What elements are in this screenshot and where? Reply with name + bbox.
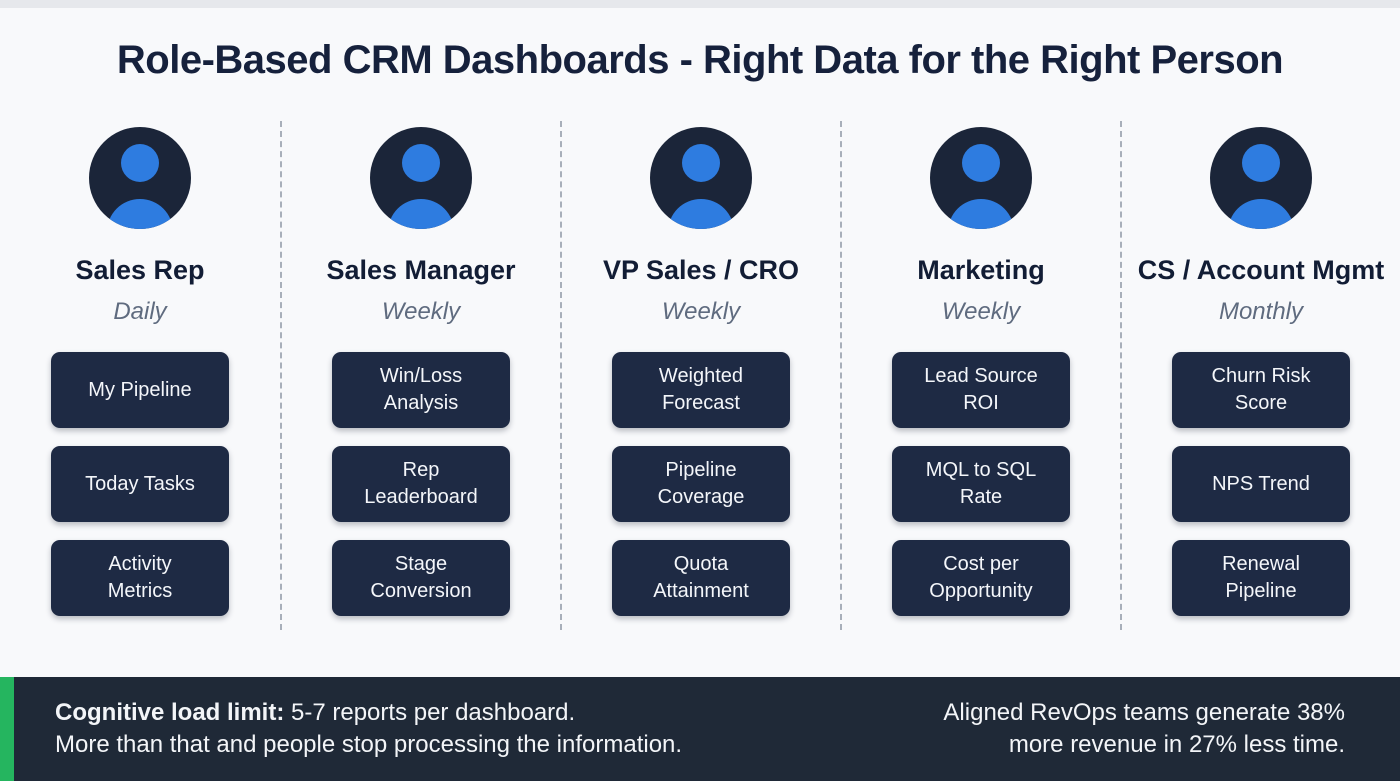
role-name: CS / Account Mgmt [1137, 255, 1385, 285]
report-card: Stage Conversion [332, 540, 510, 616]
footer-stat-line2: more revenue in 27% less time. [1008, 731, 1345, 758]
user-avatar-icon [1210, 127, 1312, 229]
column-vp-sales-cro: VP Sales / CRO Weekly Weighted Forecast … [560, 121, 840, 630]
report-card-list: My Pipeline Today Tasks Activity Metrics [51, 352, 229, 616]
top-strip [0, 0, 1400, 8]
report-card: Lead Source ROI [892, 352, 1070, 428]
avatar-torso [948, 199, 1014, 229]
report-card: Today Tasks [51, 446, 229, 522]
review-frequency: Weekly [381, 298, 461, 325]
review-frequency: Daily [113, 298, 167, 325]
report-card: Win/Loss Analysis [332, 352, 510, 428]
footer-note-cognitive-load: Cognitive load limit: 5-7 reports per da… [55, 697, 682, 761]
review-frequency: Monthly [1218, 298, 1304, 325]
column-sales-rep: Sales Rep Daily My Pipeline Today Tasks … [0, 121, 280, 630]
report-card: Cost per Opportunity [892, 540, 1070, 616]
footer-note-lead: Cognitive load limit: [55, 699, 285, 726]
footer-note-rest: 5-7 reports per dashboard. [284, 699, 576, 726]
avatar-torso [388, 199, 454, 229]
report-card-list: Weighted Forecast Pipeline Coverage Quot… [612, 352, 790, 616]
report-card: NPS Trend [1172, 446, 1350, 522]
footer-bar: Cognitive load limit: 5-7 reports per da… [0, 677, 1400, 781]
avatar-head [121, 144, 159, 182]
column-marketing: Marketing Weekly Lead Source ROI MQL to … [840, 121, 1120, 630]
avatar-torso [1228, 199, 1294, 229]
user-avatar-icon [930, 127, 1032, 229]
column-sales-manager: Sales Manager Weekly Win/Loss Analysis R… [280, 121, 560, 630]
user-avatar-icon [89, 127, 191, 229]
avatar-torso [668, 199, 734, 229]
green-accent-bar [0, 677, 14, 781]
avatar-head [682, 144, 720, 182]
report-card: MQL to SQL Rate [892, 446, 1070, 522]
footer-stat-revops: Aligned RevOps teams generate 38% more r… [943, 697, 1345, 761]
report-card-list: Churn Risk Score NPS Trend Renewal Pipel… [1172, 352, 1350, 616]
role-name: VP Sales / CRO [602, 255, 800, 285]
role-name: Sales Rep [75, 255, 205, 285]
report-card-list: Win/Loss Analysis Rep Leaderboard Stage … [332, 352, 510, 616]
user-avatar-icon [650, 127, 752, 229]
report-card: Activity Metrics [51, 540, 229, 616]
review-frequency: Weekly [661, 298, 741, 325]
avatar-head [402, 144, 440, 182]
user-avatar-icon [370, 127, 472, 229]
footer-note-line1: Cognitive load limit: 5-7 reports per da… [55, 697, 682, 729]
report-card: Churn Risk Score [1172, 352, 1350, 428]
review-frequency: Weekly [941, 298, 1021, 325]
role-columns: Sales Rep Daily My Pipeline Today Tasks … [0, 121, 1400, 630]
avatar-head [1242, 144, 1280, 182]
report-card: My Pipeline [51, 352, 229, 428]
report-card: Renewal Pipeline [1172, 540, 1350, 616]
report-card: Pipeline Coverage [612, 446, 790, 522]
report-card: Weighted Forecast [612, 352, 790, 428]
role-name: Marketing [917, 255, 1045, 285]
report-card-list: Lead Source ROI MQL to SQL Rate Cost per… [892, 352, 1070, 616]
footer-stat-line1: Aligned RevOps teams generate 38% [943, 699, 1345, 726]
role-name: Sales Manager [326, 255, 516, 285]
footer-note-line2: More than that and people stop processin… [55, 731, 683, 758]
report-card: Rep Leaderboard [332, 446, 510, 522]
report-card: Quota Attainment [612, 540, 790, 616]
avatar-head [962, 144, 1000, 182]
avatar-torso [107, 199, 173, 229]
page-title: Role-Based CRM Dashboards - Right Data f… [116, 38, 1284, 82]
column-cs-account-mgmt: CS / Account Mgmt Monthly Churn Risk Sco… [1120, 121, 1400, 630]
